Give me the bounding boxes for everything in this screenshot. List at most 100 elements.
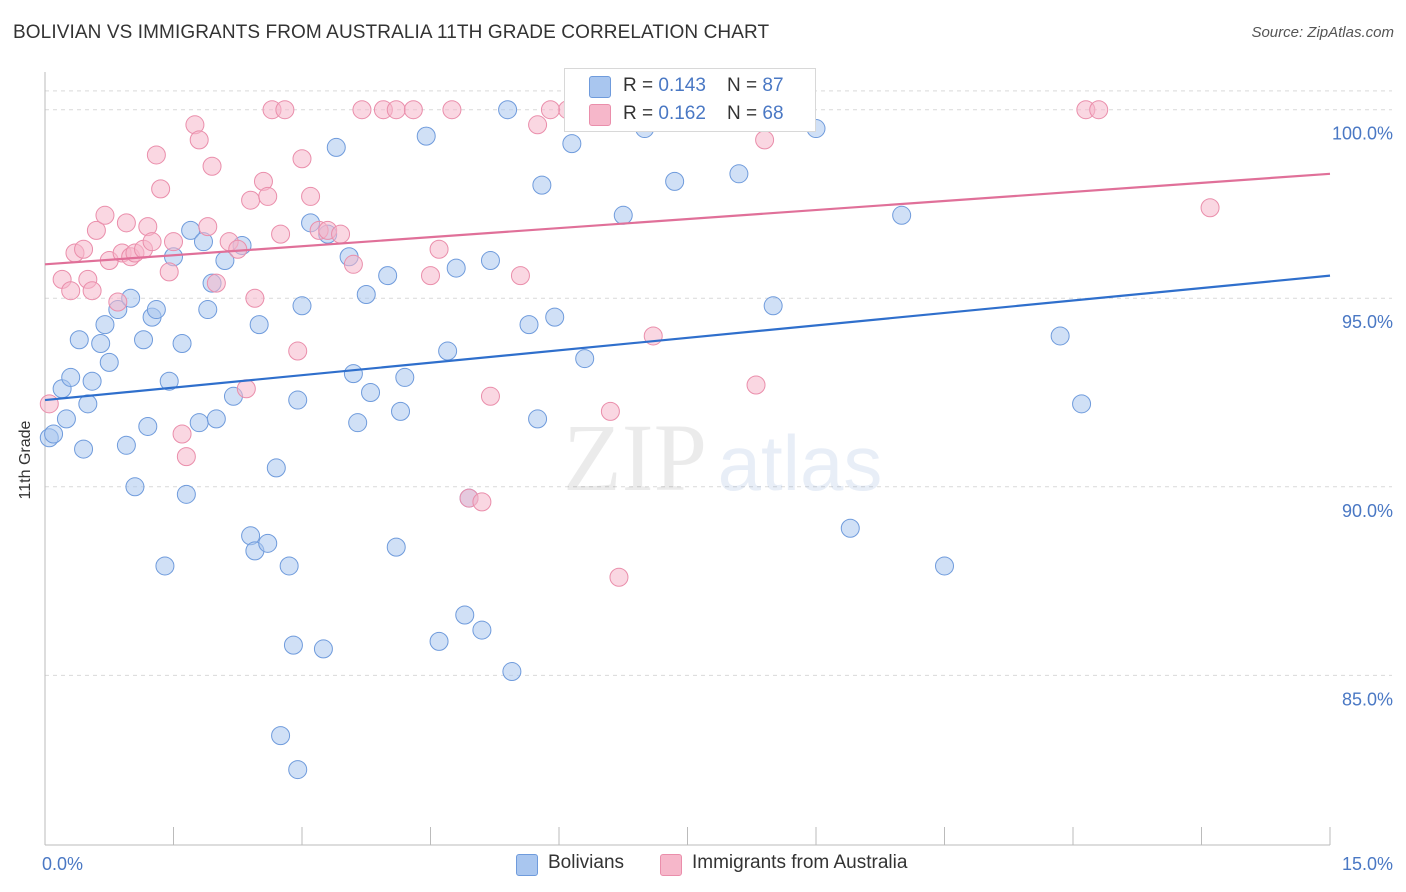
point-australia	[95, 205, 115, 225]
legend-n-label: N =	[727, 75, 763, 96]
point-bolivians	[528, 409, 548, 429]
point-australia	[236, 379, 256, 399]
point-australia	[352, 100, 372, 120]
y-tick-label: 90.0%	[1342, 501, 1393, 521]
point-bolivians	[279, 556, 299, 576]
point-bolivians	[249, 315, 269, 335]
legend-r-label: R =	[623, 75, 659, 96]
point-bolivians	[288, 390, 308, 410]
point-bolivians	[69, 330, 89, 350]
point-bolivians	[935, 556, 954, 576]
point-bolivians	[82, 371, 102, 391]
point-australia	[245, 288, 265, 308]
y-tick-label: 100.0%	[1332, 124, 1393, 144]
trend-line-australia	[44, 172, 1331, 266]
point-bolivians	[386, 537, 406, 557]
point-bolivians	[729, 164, 749, 184]
correlation-legend: R = 0.143 N = 87 R = 0.162 N = 68	[564, 68, 816, 132]
trend-lines	[44, 172, 1331, 402]
data-points	[39, 100, 1220, 780]
point-australia	[241, 190, 261, 210]
point-bolivians	[1072, 394, 1092, 414]
point-bolivians	[326, 137, 346, 157]
tick-labels: 85.0% 90.0% 95.0% 100.0% 0.0% 15.0%	[42, 124, 1393, 874]
source-label: Source: ZipAtlas.com	[1251, 24, 1394, 41]
point-bolivians	[155, 556, 175, 576]
point-australia	[386, 100, 406, 120]
point-australia	[480, 386, 500, 406]
point-bolivians	[1050, 326, 1070, 346]
point-australia	[189, 130, 209, 150]
point-australia	[82, 281, 102, 301]
point-australia	[39, 394, 59, 414]
point-australia	[202, 156, 222, 176]
point-bolivians	[361, 383, 381, 403]
point-australia	[151, 179, 171, 199]
legend-swatch-australia	[660, 854, 682, 876]
point-australia	[142, 232, 162, 252]
point-bolivians	[532, 175, 552, 195]
point-bolivians	[44, 424, 64, 444]
point-australia	[301, 186, 321, 206]
point-australia	[86, 220, 106, 240]
point-australia	[164, 232, 183, 252]
point-bolivians	[138, 416, 158, 436]
point-australia	[198, 217, 218, 237]
watermark-atlas: atlas	[718, 419, 883, 507]
point-bolivians	[271, 726, 291, 746]
legend-swatch-bolivians	[516, 854, 538, 876]
point-bolivians	[95, 315, 115, 335]
point-australia	[258, 186, 278, 206]
point-australia	[61, 281, 81, 301]
point-bolivians	[562, 134, 582, 154]
watermark-zip: ZIP	[563, 404, 707, 511]
point-bolivians	[288, 760, 308, 780]
point-australia	[421, 266, 440, 286]
point-bolivians	[348, 413, 368, 433]
point-bolivians	[258, 533, 278, 553]
point-australia	[1200, 198, 1220, 218]
point-bolivians	[480, 251, 500, 271]
point-australia	[528, 115, 548, 135]
legend-r-label: R =	[623, 103, 659, 124]
point-bolivians	[313, 639, 333, 659]
point-bolivians	[292, 296, 312, 316]
legend-swatch-pink	[589, 104, 611, 126]
legend-label-bolivians: Bolivians	[548, 852, 625, 873]
point-bolivians	[125, 477, 145, 497]
point-bolivians	[892, 205, 912, 225]
point-bolivians	[455, 605, 475, 625]
point-bolivians	[176, 484, 196, 504]
point-bolivians	[356, 284, 376, 304]
point-australia	[755, 130, 775, 150]
point-australia	[429, 239, 449, 259]
point-bolivians	[378, 266, 398, 286]
point-bolivians	[429, 631, 449, 651]
point-australia	[292, 149, 312, 169]
point-bolivians	[159, 371, 179, 391]
chart-title: BOLIVIAN VS IMMIGRANTS FROM AUSTRALIA 11…	[13, 22, 770, 43]
point-australia	[600, 401, 620, 421]
legend-n-value: 68	[762, 103, 784, 124]
point-australia	[108, 292, 128, 312]
point-australia	[442, 100, 462, 120]
point-bolivians	[446, 258, 466, 278]
point-bolivians	[343, 364, 363, 384]
point-australia	[74, 239, 94, 259]
point-bolivians	[840, 518, 860, 538]
point-bolivians	[545, 307, 565, 327]
y-tick-label: 85.0%	[1342, 689, 1393, 709]
point-bolivians	[206, 409, 226, 429]
point-australia	[176, 447, 196, 467]
legend-r: R = 0.162	[623, 103, 706, 125]
point-bolivians	[116, 435, 136, 455]
point-australia	[288, 341, 308, 361]
legend-swatch-blue	[589, 76, 611, 98]
point-bolivians	[146, 300, 166, 320]
watermark: ZIP atlas	[563, 404, 882, 511]
point-australia	[403, 100, 423, 120]
point-bolivians	[99, 352, 119, 372]
point-bolivians	[189, 413, 209, 433]
point-australia	[343, 254, 363, 274]
